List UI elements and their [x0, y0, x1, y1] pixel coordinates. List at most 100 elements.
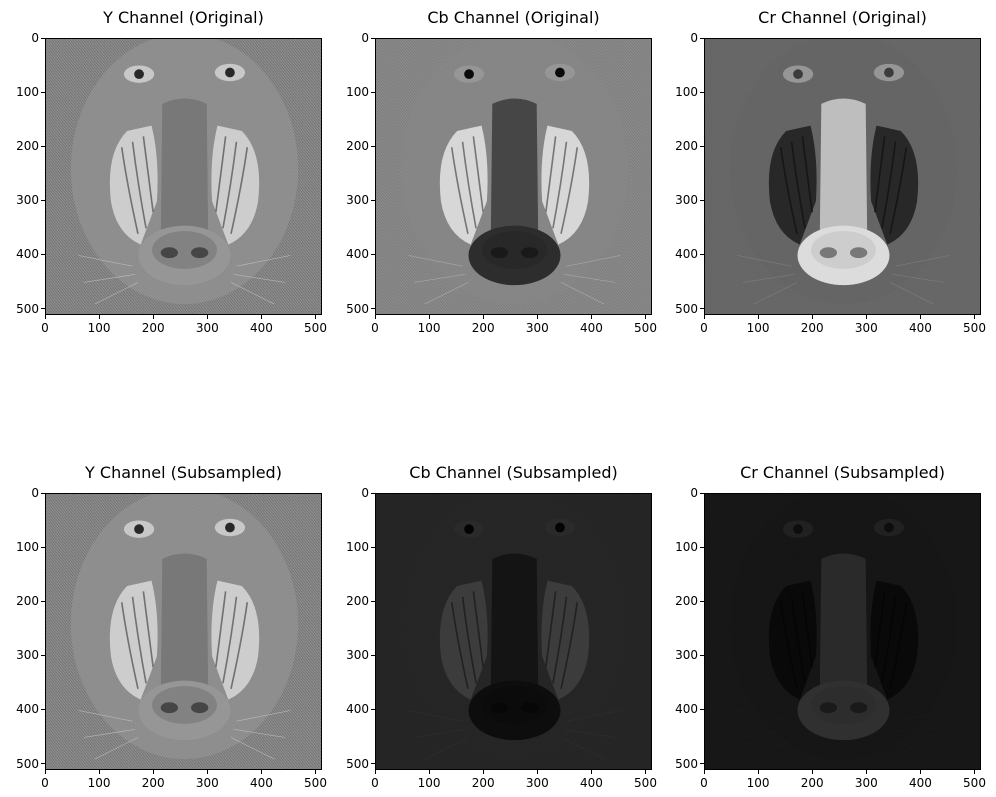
x-tick-label: 0: [371, 321, 379, 335]
y-tick-label: 500: [16, 301, 39, 316]
y-tick-label: 300: [675, 193, 698, 208]
x-tick-mark: [645, 770, 646, 774]
x-tick-mark: [536, 315, 538, 319]
left-nostril: [819, 247, 838, 259]
y-tick-mark: [371, 763, 375, 764]
y-tick-mark: [371, 308, 375, 309]
y-tick-mark: [371, 654, 375, 656]
y-tick-label: 400: [16, 247, 39, 262]
left-nostril: [490, 702, 509, 714]
x-tick-mark: [919, 315, 921, 319]
y-tick-label: 100: [675, 85, 698, 100]
image-svg: [376, 39, 651, 314]
y-tick-mark: [371, 546, 375, 548]
y-tick-label: 200: [675, 139, 698, 154]
x-tick-mark: [98, 770, 100, 774]
x-tick-label: 400: [908, 321, 932, 335]
x-tick-label: 100: [87, 776, 111, 790]
y-tick-label: 400: [346, 247, 369, 262]
subplot-1: Y Channel (Original): [15, 8, 327, 338]
x-tick-label: 200: [800, 776, 824, 790]
y-tick-label: 500: [675, 756, 698, 771]
y-tick-label: 0: [361, 31, 369, 45]
y-tick-mark: [700, 37, 704, 39]
subplot-6: Cr Channel (Subsampled): [674, 463, 986, 793]
y-tick-mark: [700, 308, 704, 309]
x-tick-label: 0: [41, 321, 49, 335]
nose: [152, 686, 217, 724]
cheek-ridges: [779, 591, 908, 689]
y-tick-label: 400: [675, 702, 698, 717]
subplot-title: Cb Channel (Original): [427, 8, 600, 27]
subplot-title: Cr Channel (Original): [758, 8, 927, 27]
y-tick-mark: [41, 253, 45, 255]
x-tick-label: 300: [195, 776, 219, 790]
nose: [811, 686, 876, 724]
y-tick-mark: [41, 654, 45, 656]
y-tick-label: 200: [16, 139, 39, 154]
image-axes: [375, 38, 652, 315]
cheek-ridges: [120, 591, 249, 689]
y-tick-mark: [700, 492, 704, 494]
left-pupil: [793, 524, 803, 535]
x-tick-label: 500: [963, 776, 986, 790]
right-pupil: [555, 522, 565, 533]
image-axes: [375, 493, 652, 770]
left-pupil: [134, 524, 144, 535]
left-nostril: [819, 702, 838, 714]
x-tick-mark: [315, 315, 316, 319]
x-tick-mark: [152, 315, 154, 319]
x-tick-mark: [757, 770, 759, 774]
whiskers: [408, 710, 621, 760]
y-tick-mark: [700, 546, 704, 548]
y-tick-label: 400: [346, 702, 369, 717]
x-tick-mark: [757, 315, 759, 319]
cheek-ridges: [450, 591, 579, 689]
x-tick-mark: [974, 315, 975, 319]
y-tick-mark: [700, 253, 704, 255]
cheek-ridges: [120, 136, 249, 234]
right-nostril: [520, 247, 539, 259]
right-pupil: [884, 522, 894, 533]
y-tick-mark: [700, 763, 704, 764]
right-pupil: [225, 67, 235, 78]
y-tick-label: 300: [16, 648, 39, 663]
subplot-title: Cb Channel (Subsampled): [409, 463, 618, 482]
y-tick-mark: [41, 91, 45, 93]
whiskers: [78, 255, 291, 305]
left-pupil: [793, 69, 803, 80]
x-tick-label: 500: [963, 321, 986, 335]
nose-ridge: [490, 98, 539, 250]
x-tick-mark: [919, 770, 921, 774]
x-tick-mark: [428, 770, 430, 774]
subplot-3: Cr Channel (Original): [674, 8, 986, 338]
y-tick-label: 500: [346, 756, 369, 771]
x-tick-label: 200: [141, 776, 165, 790]
x-tick-mark: [865, 315, 867, 319]
y-tick-label: 300: [16, 193, 39, 208]
y-tick-label: 100: [346, 540, 369, 555]
x-tick-mark: [152, 770, 154, 774]
x-tick-label: 200: [471, 776, 495, 790]
right-nostril: [849, 247, 868, 259]
right-nostril: [849, 702, 868, 714]
y-tick-label: 500: [346, 301, 369, 316]
y-tick-mark: [371, 37, 375, 39]
y-tick-mark: [371, 199, 375, 201]
x-tick-label: 100: [417, 321, 441, 335]
image-axes: [45, 493, 322, 770]
y-tick-label: 100: [16, 540, 39, 555]
right-nostril: [190, 702, 209, 714]
x-tick-mark: [374, 315, 376, 319]
x-tick-mark: [260, 770, 262, 774]
x-tick-label: 300: [195, 321, 219, 335]
y-tick-label: 0: [31, 486, 39, 500]
y-tick-mark: [700, 91, 704, 93]
x-tick-label: 200: [800, 321, 824, 335]
nose-ridge: [160, 98, 209, 250]
right-pupil: [555, 67, 565, 78]
right-pupil: [884, 67, 894, 78]
y-tick-mark: [371, 145, 375, 147]
x-tick-mark: [645, 315, 646, 319]
x-tick-mark: [590, 770, 592, 774]
